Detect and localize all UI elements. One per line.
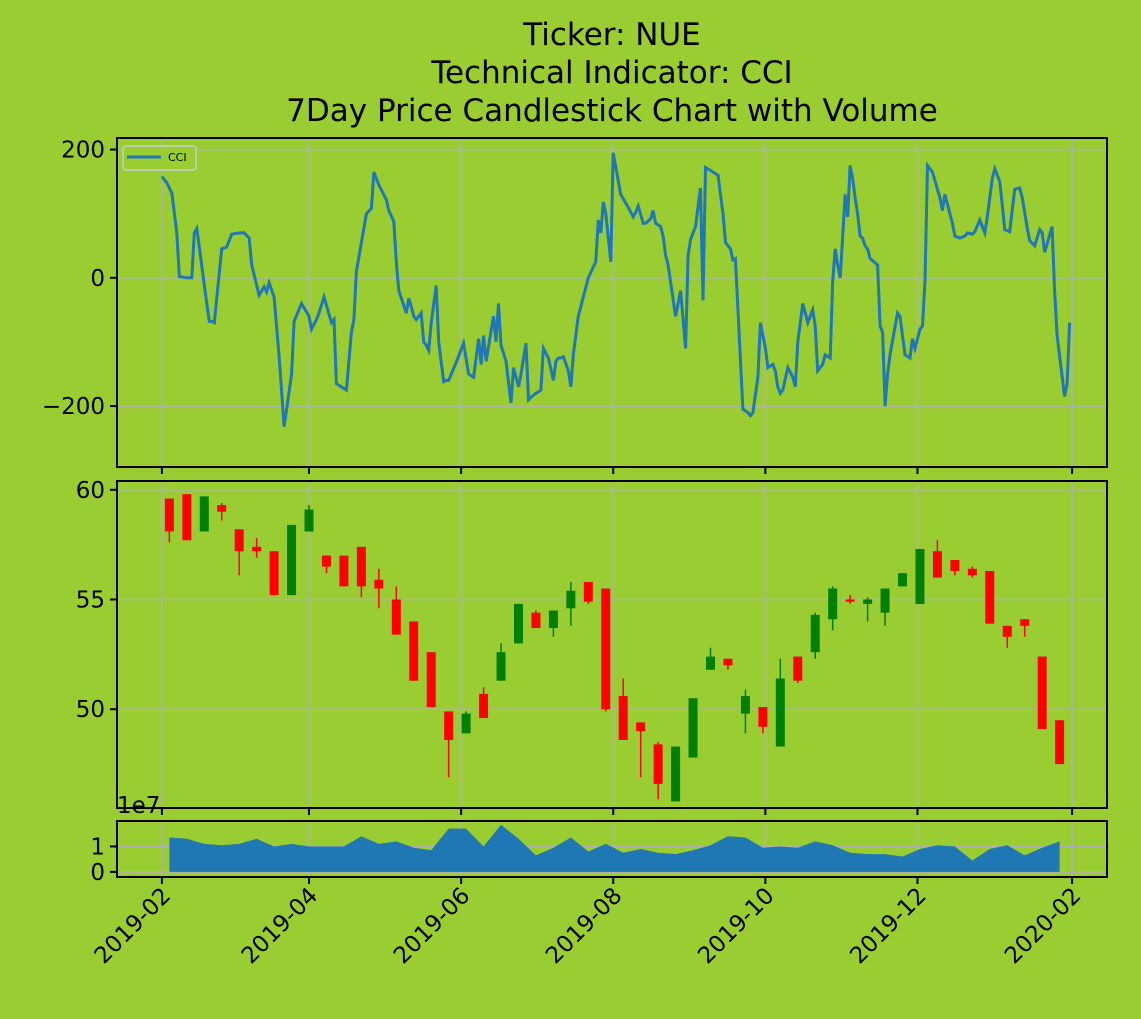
candle-body-33 bbox=[740, 696, 750, 714]
candle-body-36 bbox=[793, 656, 803, 681]
candle-body-2 bbox=[199, 496, 209, 532]
cci-ytick-label-1: 0 bbox=[90, 266, 105, 292]
volume-panel: 10 1e7 bbox=[90, 793, 1108, 886]
volume-area bbox=[169, 824, 1060, 872]
price-plot-area bbox=[117, 481, 1107, 808]
cci-series-line bbox=[160, 152, 1072, 427]
candle-body-17 bbox=[461, 713, 471, 734]
candle-body-8 bbox=[304, 509, 314, 532]
candle-body-49 bbox=[1020, 619, 1030, 626]
candle-body-37 bbox=[810, 614, 820, 653]
volume-ytick-label-1: 0 bbox=[90, 860, 105, 886]
candle-body-46 bbox=[967, 568, 977, 576]
price-panel: 60 55 50 bbox=[76, 478, 1108, 815]
candle-body-4 bbox=[234, 529, 244, 552]
candle-body-51 bbox=[1055, 720, 1065, 765]
cci-frame bbox=[116, 137, 1108, 468]
candle-body-14 bbox=[409, 621, 419, 681]
candle-body-29 bbox=[671, 746, 681, 802]
title-line-ticker: Ticker: NUE bbox=[522, 17, 701, 53]
chart-title: Ticker: NUE Technical Indicator: CCI 7Da… bbox=[286, 17, 938, 129]
candle-body-6 bbox=[269, 551, 279, 596]
cci-panel: 200 0 −200 CCI bbox=[42, 137, 1108, 474]
price-frame bbox=[116, 480, 1108, 809]
price-ytick-label-2: 50 bbox=[76, 697, 105, 723]
candle-body-11 bbox=[356, 546, 366, 587]
candle-body-18 bbox=[479, 693, 489, 719]
candle-body-41 bbox=[880, 588, 890, 613]
cci-y-axis: 200 0 −200 bbox=[42, 138, 1074, 474]
candle-body-22 bbox=[548, 610, 558, 629]
price-ytick-label-0: 60 bbox=[76, 478, 105, 504]
title-line-indicator: Technical Indicator: CCI bbox=[430, 55, 792, 91]
candle-body-13 bbox=[391, 599, 401, 635]
volume-frame bbox=[116, 820, 1108, 878]
candle-body-31 bbox=[706, 656, 716, 670]
candle-body-45 bbox=[950, 560, 960, 571]
legend-label-cci: CCI bbox=[168, 151, 187, 164]
price-grid bbox=[117, 481, 1107, 808]
price-ytick-label-1: 55 bbox=[76, 588, 105, 614]
candle-body-32 bbox=[723, 658, 733, 666]
candlesticks bbox=[164, 494, 1065, 802]
candle-body-26 bbox=[618, 696, 628, 740]
candle-body-40 bbox=[863, 599, 873, 604]
price-y-axis: 60 55 50 bbox=[76, 478, 1074, 815]
candle-body-43 bbox=[915, 549, 925, 604]
candle-body-35 bbox=[775, 678, 785, 747]
candle-body-16 bbox=[444, 711, 454, 740]
candle-body-7 bbox=[287, 524, 297, 596]
candle-body-27 bbox=[636, 722, 646, 732]
candle-body-28 bbox=[653, 744, 663, 784]
candle-body-23 bbox=[566, 590, 576, 609]
candle-body-24 bbox=[583, 581, 593, 602]
candle-body-38 bbox=[828, 588, 838, 620]
cci-legend: CCI bbox=[122, 145, 197, 171]
candle-body-9 bbox=[321, 555, 331, 567]
cci-ytick-label-0: 200 bbox=[61, 138, 105, 164]
candle-body-25 bbox=[601, 588, 611, 710]
candle-body-42 bbox=[898, 573, 908, 587]
candle-body-5 bbox=[252, 546, 262, 552]
candle-body-50 bbox=[1037, 656, 1047, 729]
candle-body-3 bbox=[217, 505, 227, 512]
candle-body-1 bbox=[182, 494, 192, 541]
candle-body-30 bbox=[688, 698, 698, 758]
candle-body-48 bbox=[1002, 625, 1012, 637]
candle-body-12 bbox=[374, 579, 384, 589]
volume-ytick-label-0: 1 bbox=[90, 834, 105, 860]
candle-body-15 bbox=[426, 652, 436, 708]
candle-body-39 bbox=[845, 599, 855, 602]
volume-scale-offset: 1e7 bbox=[117, 793, 160, 819]
title-line-description: 7Day Price Candlestick Chart with Volume bbox=[286, 93, 938, 129]
candle-body-44 bbox=[932, 551, 942, 578]
cci-ytick-label-2: −200 bbox=[42, 394, 105, 420]
candle-body-19 bbox=[496, 652, 506, 681]
candle-body-34 bbox=[758, 707, 768, 727]
candle-body-0 bbox=[164, 498, 174, 532]
candle-body-20 bbox=[513, 603, 523, 644]
candle-body-21 bbox=[531, 612, 541, 629]
candle-body-10 bbox=[339, 555, 349, 587]
candle-body-47 bbox=[985, 570, 995, 624]
volume-y-axis: 10 bbox=[90, 834, 1074, 886]
